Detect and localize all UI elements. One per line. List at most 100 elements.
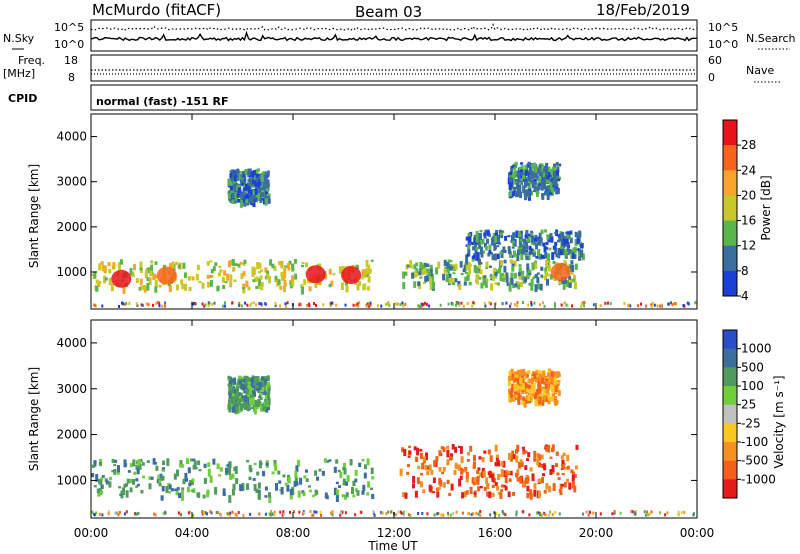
power-echo-cell	[263, 198, 266, 205]
power-ground-scatter	[522, 301, 524, 304]
power-ground-scatter	[192, 302, 195, 306]
power-echo-cell	[471, 241, 475, 246]
power-echo-cell	[301, 286, 304, 295]
velocity-ground-scatter	[489, 513, 492, 517]
velocity-ground-scatter	[107, 512, 110, 516]
velocity-ground-scatter	[390, 510, 392, 514]
power-echo-cell	[533, 170, 537, 176]
power-ground-scatter	[252, 301, 255, 305]
velocity-echo-cell	[473, 492, 477, 495]
power-echo-cell	[549, 192, 553, 195]
velocity-ground-scatter	[544, 512, 546, 516]
power-echo-cell	[548, 172, 552, 178]
velocity-echo-cell	[551, 396, 555, 401]
power-echo-cell	[150, 264, 154, 272]
power-echo-cell	[206, 274, 210, 279]
velocity-echo-cell	[325, 495, 329, 500]
velocity-ground-scatter	[440, 513, 443, 517]
power-echo-cell	[305, 262, 308, 268]
velocity-ground-scatter	[302, 512, 304, 516]
velocity-ground-scatter	[192, 513, 195, 517]
power-echo-cell	[526, 274, 530, 279]
velocity-echo-cell	[241, 395, 245, 399]
power-ground-scatter	[439, 303, 442, 307]
velocity-echo-cell	[535, 377, 538, 383]
velocity-echo-cell	[454, 446, 458, 453]
power-echo-cell	[419, 276, 423, 279]
velocity-echo-cell	[91, 464, 95, 468]
velocity-echo-cell	[439, 479, 443, 487]
velocity-ground-scatter	[455, 510, 458, 514]
power-echo-cell	[464, 272, 468, 275]
velocity-echo-cell	[173, 473, 177, 480]
velocity-echo-cell	[313, 493, 317, 496]
power-echo-cell	[429, 283, 433, 291]
power-echo-cell	[294, 259, 297, 264]
power-echo-cell	[231, 199, 235, 204]
power-echo-cell	[108, 268, 112, 274]
velocity-echo-cell	[361, 459, 365, 462]
power-echo-cell	[242, 271, 246, 277]
power-echo-cell	[568, 275, 572, 280]
power-echo-cell	[442, 273, 446, 280]
power-echo-cell	[556, 167, 560, 173]
power-echo-cell	[526, 236, 530, 243]
power-echo-cell	[216, 286, 220, 292]
power-echo-cell	[524, 169, 528, 176]
velocity-echo-cell	[99, 479, 103, 486]
x-axis-label: Time UT	[367, 539, 418, 553]
velocity-echo-cell	[240, 399, 244, 402]
velocity-ground-scatter	[234, 512, 237, 516]
power-echo-cell	[509, 251, 513, 259]
velocity-echo-cell	[108, 481, 112, 488]
power-echo-cell	[576, 236, 580, 245]
power-ground-scatter	[279, 304, 281, 308]
velocity-echo-cell	[442, 482, 446, 488]
velocity-echo-cell	[561, 464, 565, 469]
power-ground-scatter	[560, 303, 563, 307]
velocity-echo-cell	[234, 393, 238, 400]
power-ground-scatter	[404, 302, 407, 306]
velocity-ground-scatter	[209, 510, 212, 514]
power-ground-scatter	[428, 304, 431, 308]
velocity-echo-cell	[101, 475, 105, 478]
velocity-echo-cell	[420, 481, 423, 488]
power-echo-cell	[544, 187, 548, 192]
velocity-echo-cell	[554, 396, 558, 399]
velocity-echo-cell	[417, 465, 421, 470]
power-echo-cell	[553, 163, 556, 169]
power-echo-cell	[360, 275, 364, 280]
power-echo-cell	[577, 233, 581, 239]
power-ground-scatter	[366, 304, 369, 308]
power-ground-scatter	[298, 303, 301, 307]
velocity-echo-cell	[463, 491, 467, 498]
velocity-echo-cell	[266, 382, 270, 388]
velocity-echo-cell	[203, 477, 207, 484]
power-colorbar-swatch	[723, 245, 737, 272]
velocity-echo-cell	[446, 450, 450, 458]
power-ground-scatter	[484, 304, 487, 308]
velocity-echo-cell	[510, 454, 513, 462]
power-echo-cell	[254, 182, 258, 187]
velocity-echo-cell	[249, 386, 252, 394]
velocity-ground-scatter	[437, 511, 440, 515]
velocity-echo-cell	[228, 405, 232, 413]
power-echo-cell	[528, 174, 532, 182]
velocity-ground-scatter	[630, 510, 633, 513]
velocity-echo-cell	[167, 491, 171, 494]
power-echo-cell	[471, 256, 475, 259]
velocity-echo-cell	[476, 475, 480, 482]
power-echo-cell	[242, 177, 246, 180]
power-ground-scatter	[637, 304, 639, 308]
power-ground-scatter	[451, 302, 454, 306]
velocity-echo-cell	[487, 449, 491, 455]
power-echo-cell	[549, 274, 553, 280]
power-echo-cell	[515, 230, 519, 237]
power-ground-scatter	[147, 303, 150, 307]
velocity-ground-scatter	[201, 510, 203, 513]
velocity-echo-cell	[448, 492, 452, 497]
velocity-echo-cell	[441, 471, 445, 475]
power-ground-scatter	[694, 301, 697, 305]
velocity-echo-cell	[556, 373, 560, 379]
power-echo-cell	[481, 238, 485, 245]
